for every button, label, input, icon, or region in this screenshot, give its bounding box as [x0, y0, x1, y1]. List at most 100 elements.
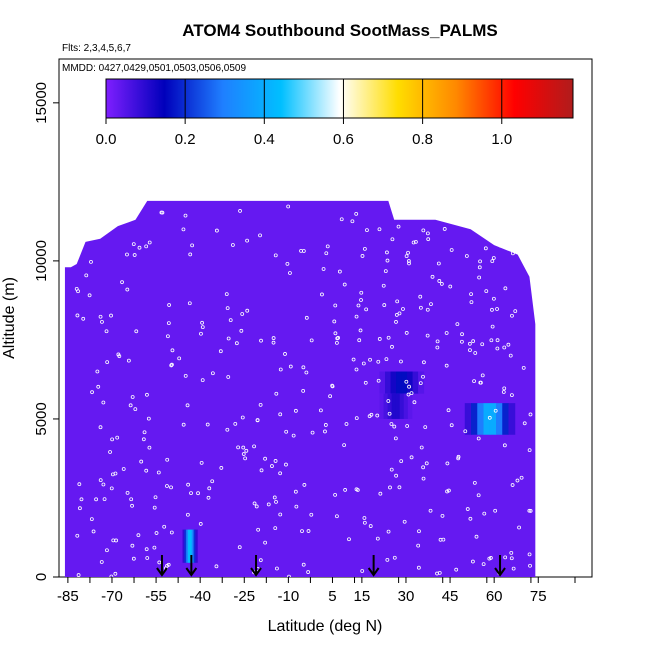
hotspot-cell — [407, 393, 413, 419]
speckle-point — [476, 436, 481, 441]
speckle-point — [76, 573, 81, 577]
speckle-point — [386, 529, 391, 534]
speckle-point — [111, 472, 115, 477]
speckle-point — [527, 267, 531, 272]
speckle-point — [236, 445, 241, 450]
speckle-point — [225, 427, 230, 432]
speckle-point — [418, 294, 423, 299]
speckle-point — [109, 486, 114, 491]
speckle-point — [464, 254, 469, 258]
speckle-point — [131, 242, 136, 247]
speckle-point — [463, 429, 468, 434]
x-tick-label: 45 — [442, 588, 459, 605]
speckle-point — [144, 244, 149, 249]
speckle-point — [130, 503, 134, 508]
speckle-point — [465, 507, 470, 511]
speckle-point — [347, 537, 351, 542]
speckle-point — [397, 485, 402, 490]
speckle-point — [166, 321, 171, 326]
speckle-point — [177, 356, 182, 361]
speckle-point — [449, 248, 454, 252]
speckle-point — [394, 313, 399, 317]
speckle-point — [342, 282, 347, 287]
speckle-point — [224, 292, 229, 296]
speckle-point — [390, 237, 395, 242]
hotspot-cell — [379, 371, 386, 394]
speckle-point — [300, 529, 304, 534]
y-tick-label: 15000 — [33, 82, 50, 124]
speckle-point — [527, 552, 532, 557]
speckle-point — [354, 314, 359, 319]
speckle-point — [470, 559, 475, 564]
speckle-point — [495, 307, 499, 311]
speckle-point — [406, 392, 411, 397]
speckle-point — [484, 289, 489, 294]
hotspot-cell — [395, 393, 401, 419]
speckle-point — [362, 516, 367, 520]
speckle-point — [87, 293, 92, 298]
speckle-point — [225, 306, 230, 311]
speckle-point — [441, 537, 446, 542]
speckle-point — [304, 370, 309, 375]
colorbar-tick-label: 0.2 — [175, 131, 196, 148]
speckle-point — [226, 375, 231, 379]
speckle-point — [239, 328, 244, 333]
speckle-point — [218, 349, 223, 354]
speckle-point — [440, 513, 445, 518]
speckle-point — [274, 391, 279, 396]
speckle-point — [482, 511, 487, 516]
speckle-point — [483, 246, 488, 251]
speckle-point — [234, 341, 239, 346]
speckle-point — [337, 269, 342, 274]
y-axis-label: Altitude (m) — [1, 277, 18, 359]
colorbar-tick-label: 0.6 — [333, 131, 354, 148]
speckle-point — [517, 525, 521, 530]
hotspot-cell — [489, 403, 497, 435]
speckle-point — [333, 303, 338, 308]
speckle-point — [362, 247, 367, 251]
hotspot-cell — [502, 403, 509, 435]
speckle-point — [189, 491, 193, 495]
speckle-point — [487, 556, 492, 561]
speckle-point — [153, 495, 158, 500]
speckle-point — [502, 345, 507, 350]
speckle-point — [332, 319, 337, 324]
speckle-point — [196, 491, 200, 496]
speckle-point — [205, 422, 210, 427]
speckle-point — [430, 274, 435, 279]
hotspot-cell — [184, 529, 187, 563]
speckle-point — [183, 374, 188, 378]
speckle-point — [165, 334, 170, 339]
speckle-point — [375, 536, 380, 541]
speckle-point — [206, 495, 211, 500]
hotspot-cell — [188, 529, 191, 563]
speckle-point — [120, 280, 124, 285]
speckle-point — [386, 399, 391, 403]
speckle-point — [185, 403, 190, 408]
speckle-point — [392, 424, 397, 429]
colorbar-ramp — [105, 78, 574, 119]
speckle-point — [354, 367, 359, 372]
y-axis: 0 5000 10000 15000 — [33, 82, 59, 581]
speckle-point — [167, 303, 171, 307]
speckle-point — [113, 571, 118, 576]
speckle-point — [79, 497, 84, 502]
speckle-point — [81, 316, 86, 321]
speckle-point — [78, 506, 82, 511]
speckle-point — [456, 454, 461, 459]
flights-label: Flts: 2,3,4,5,6,7 — [62, 43, 131, 54]
speckle-point — [188, 252, 193, 257]
speckle-point — [169, 363, 174, 368]
speckle-point — [181, 422, 186, 427]
speckle-point — [528, 412, 533, 417]
speckle-point — [501, 390, 506, 394]
speckle-point — [493, 508, 498, 513]
speckle-point — [390, 344, 394, 349]
speckle-point — [154, 531, 159, 535]
y-tick-label: 5000 — [33, 402, 50, 435]
speckle-point — [356, 303, 361, 308]
speckle-point — [515, 478, 520, 483]
speckle-point — [214, 564, 219, 569]
speckle-point — [333, 492, 337, 497]
speckle-point — [421, 228, 426, 233]
